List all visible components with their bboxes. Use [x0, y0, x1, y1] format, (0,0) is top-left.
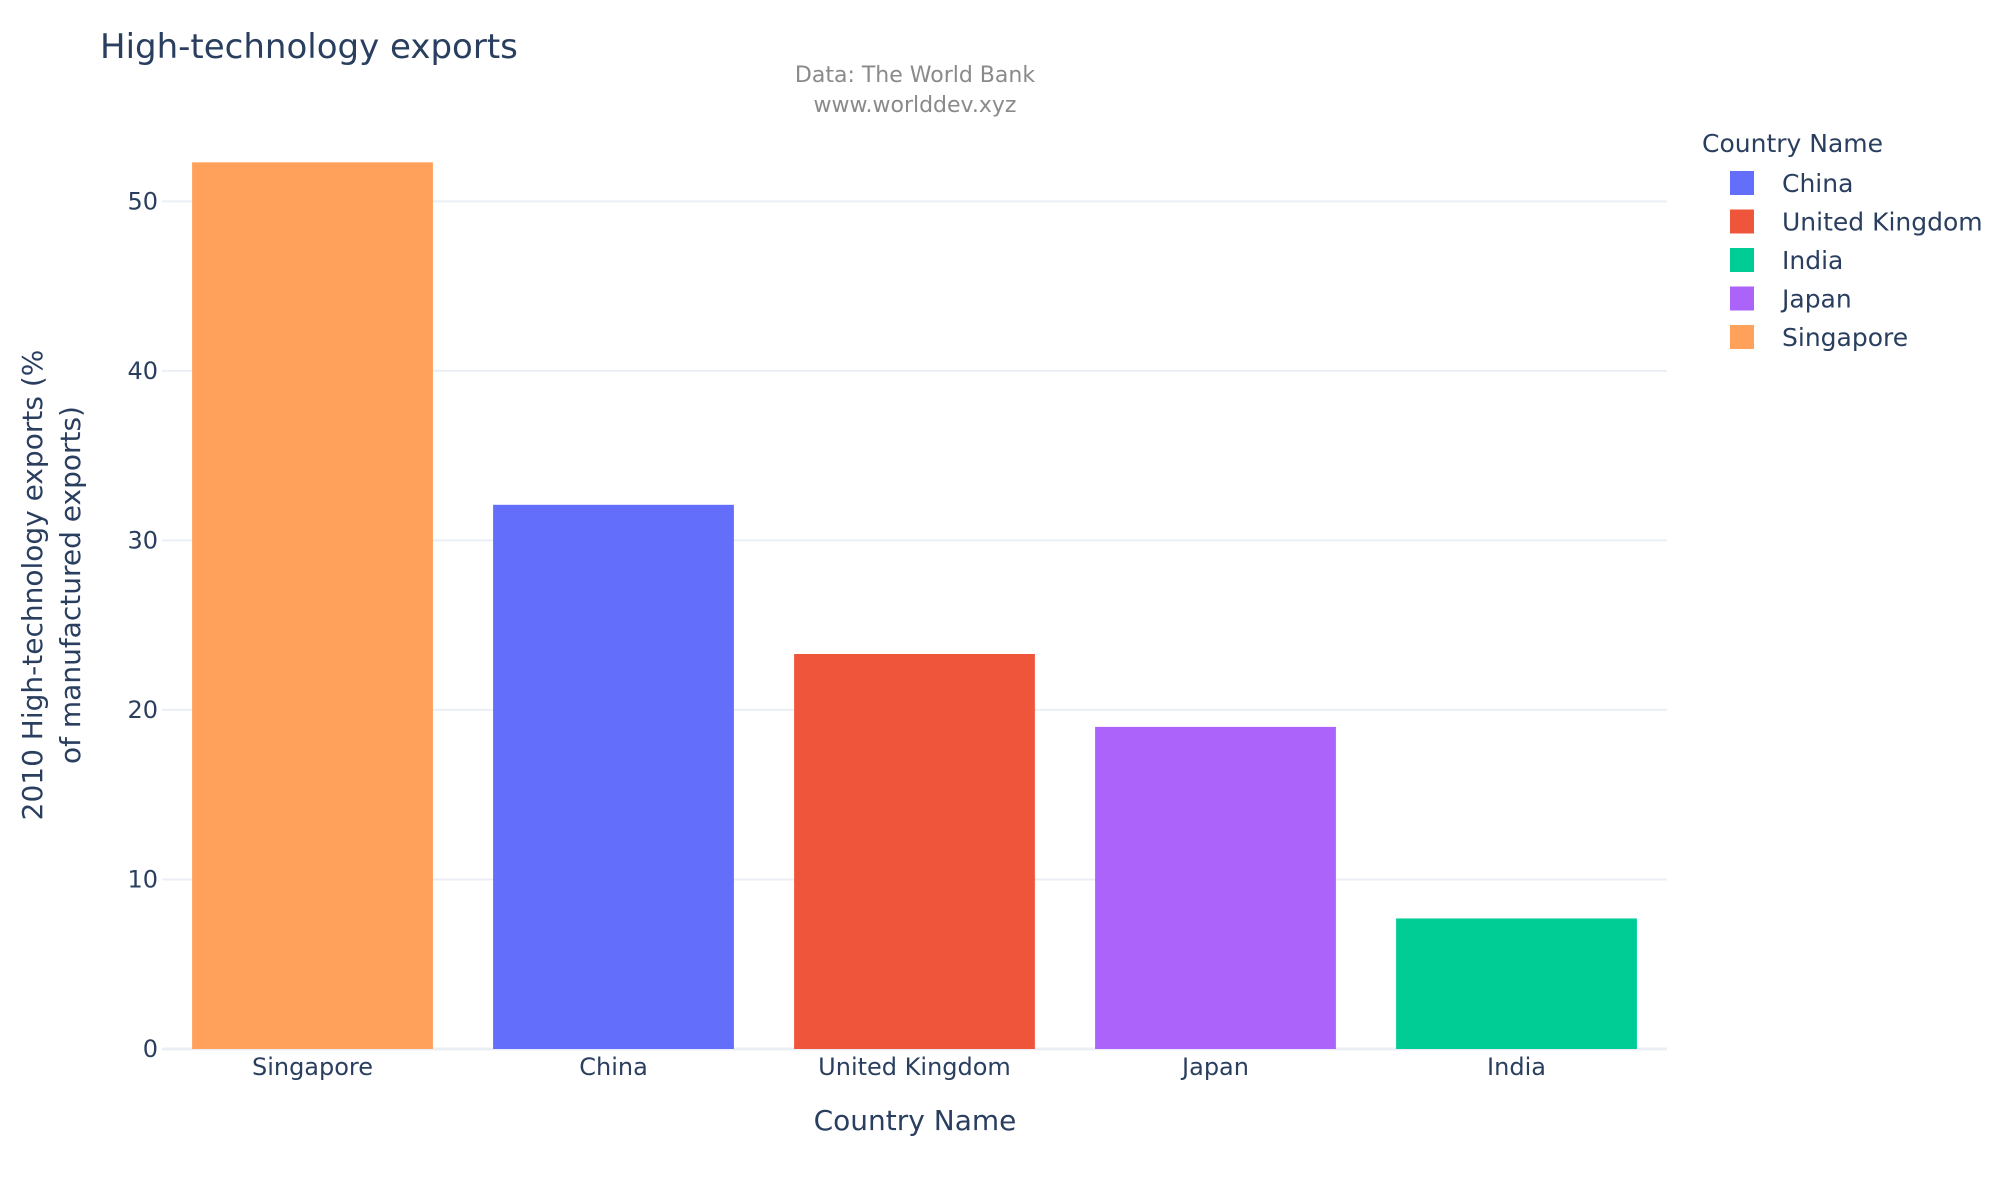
legend-swatch [1730, 286, 1754, 311]
x-axis-ticks: Singapore China United Kingdom Japan India [252, 1053, 1546, 1081]
x-tick-label: United Kingdom [818, 1053, 1011, 1081]
y-axis-title-line-2: of manufactured exports) [54, 406, 87, 764]
legend-item-japan[interactable]: Japan [1730, 285, 1852, 314]
chart-title: High-technology exports [100, 27, 518, 67]
chart-subtitle-line-2: www.worlddev.xyz [814, 93, 1017, 118]
legend-swatch [1730, 248, 1754, 272]
legend-label: United Kingdom [1782, 208, 1983, 237]
bar-united-kingdom[interactable] [794, 653, 1035, 1049]
legend: Country Name China United Kingdom India Jap… [1702, 129, 1983, 352]
bar-japan[interactable] [1095, 726, 1336, 1049]
legend-swatch [1730, 171, 1754, 195]
legend-swatch [1730, 209, 1754, 234]
y-tick-label: 30 [127, 526, 158, 554]
y-axis-title-line-1: 2010 High-technology exports (% [16, 350, 49, 821]
legend-item-singapore[interactable]: Singapore [1730, 323, 1908, 352]
x-axis-title: Country Name [814, 1104, 1017, 1137]
bar-singapore[interactable] [192, 162, 433, 1049]
y-axis-title: 2010 High-technology exports (% of manuf… [16, 350, 87, 821]
legend-item-united-kingdom[interactable]: United Kingdom [1730, 208, 1983, 237]
legend-items: China United Kingdom India Japan Singapore [1730, 169, 1983, 352]
y-axis-ticks: 0 10 20 30 40 50 [127, 187, 158, 1063]
bars [192, 162, 1637, 1049]
legend-label: Japan [1780, 285, 1852, 314]
x-tick-label: Singapore [252, 1053, 373, 1081]
legend-item-china[interactable]: China [1730, 169, 1853, 198]
y-tick-label: 20 [127, 696, 158, 724]
y-tick-label: 40 [127, 357, 158, 385]
x-tick-label: Japan [1180, 1053, 1249, 1081]
legend-label: India [1782, 246, 1843, 275]
x-tick-label: China [579, 1053, 648, 1081]
legend-label: China [1782, 169, 1853, 198]
y-tick-label: 50 [127, 187, 158, 215]
legend-item-india[interactable]: India [1730, 246, 1843, 275]
bar-india[interactable] [1396, 918, 1637, 1049]
y-tick-label: 10 [127, 865, 158, 893]
legend-title: Country Name [1702, 129, 1883, 158]
bar-china[interactable] [493, 504, 734, 1049]
y-tick-label: 0 [143, 1035, 158, 1063]
x-tick-label: India [1487, 1053, 1546, 1081]
chart-subtitle-line-1: Data: The World Bank [795, 63, 1035, 88]
legend-label: Singapore [1782, 323, 1908, 352]
legend-swatch [1730, 325, 1754, 349]
